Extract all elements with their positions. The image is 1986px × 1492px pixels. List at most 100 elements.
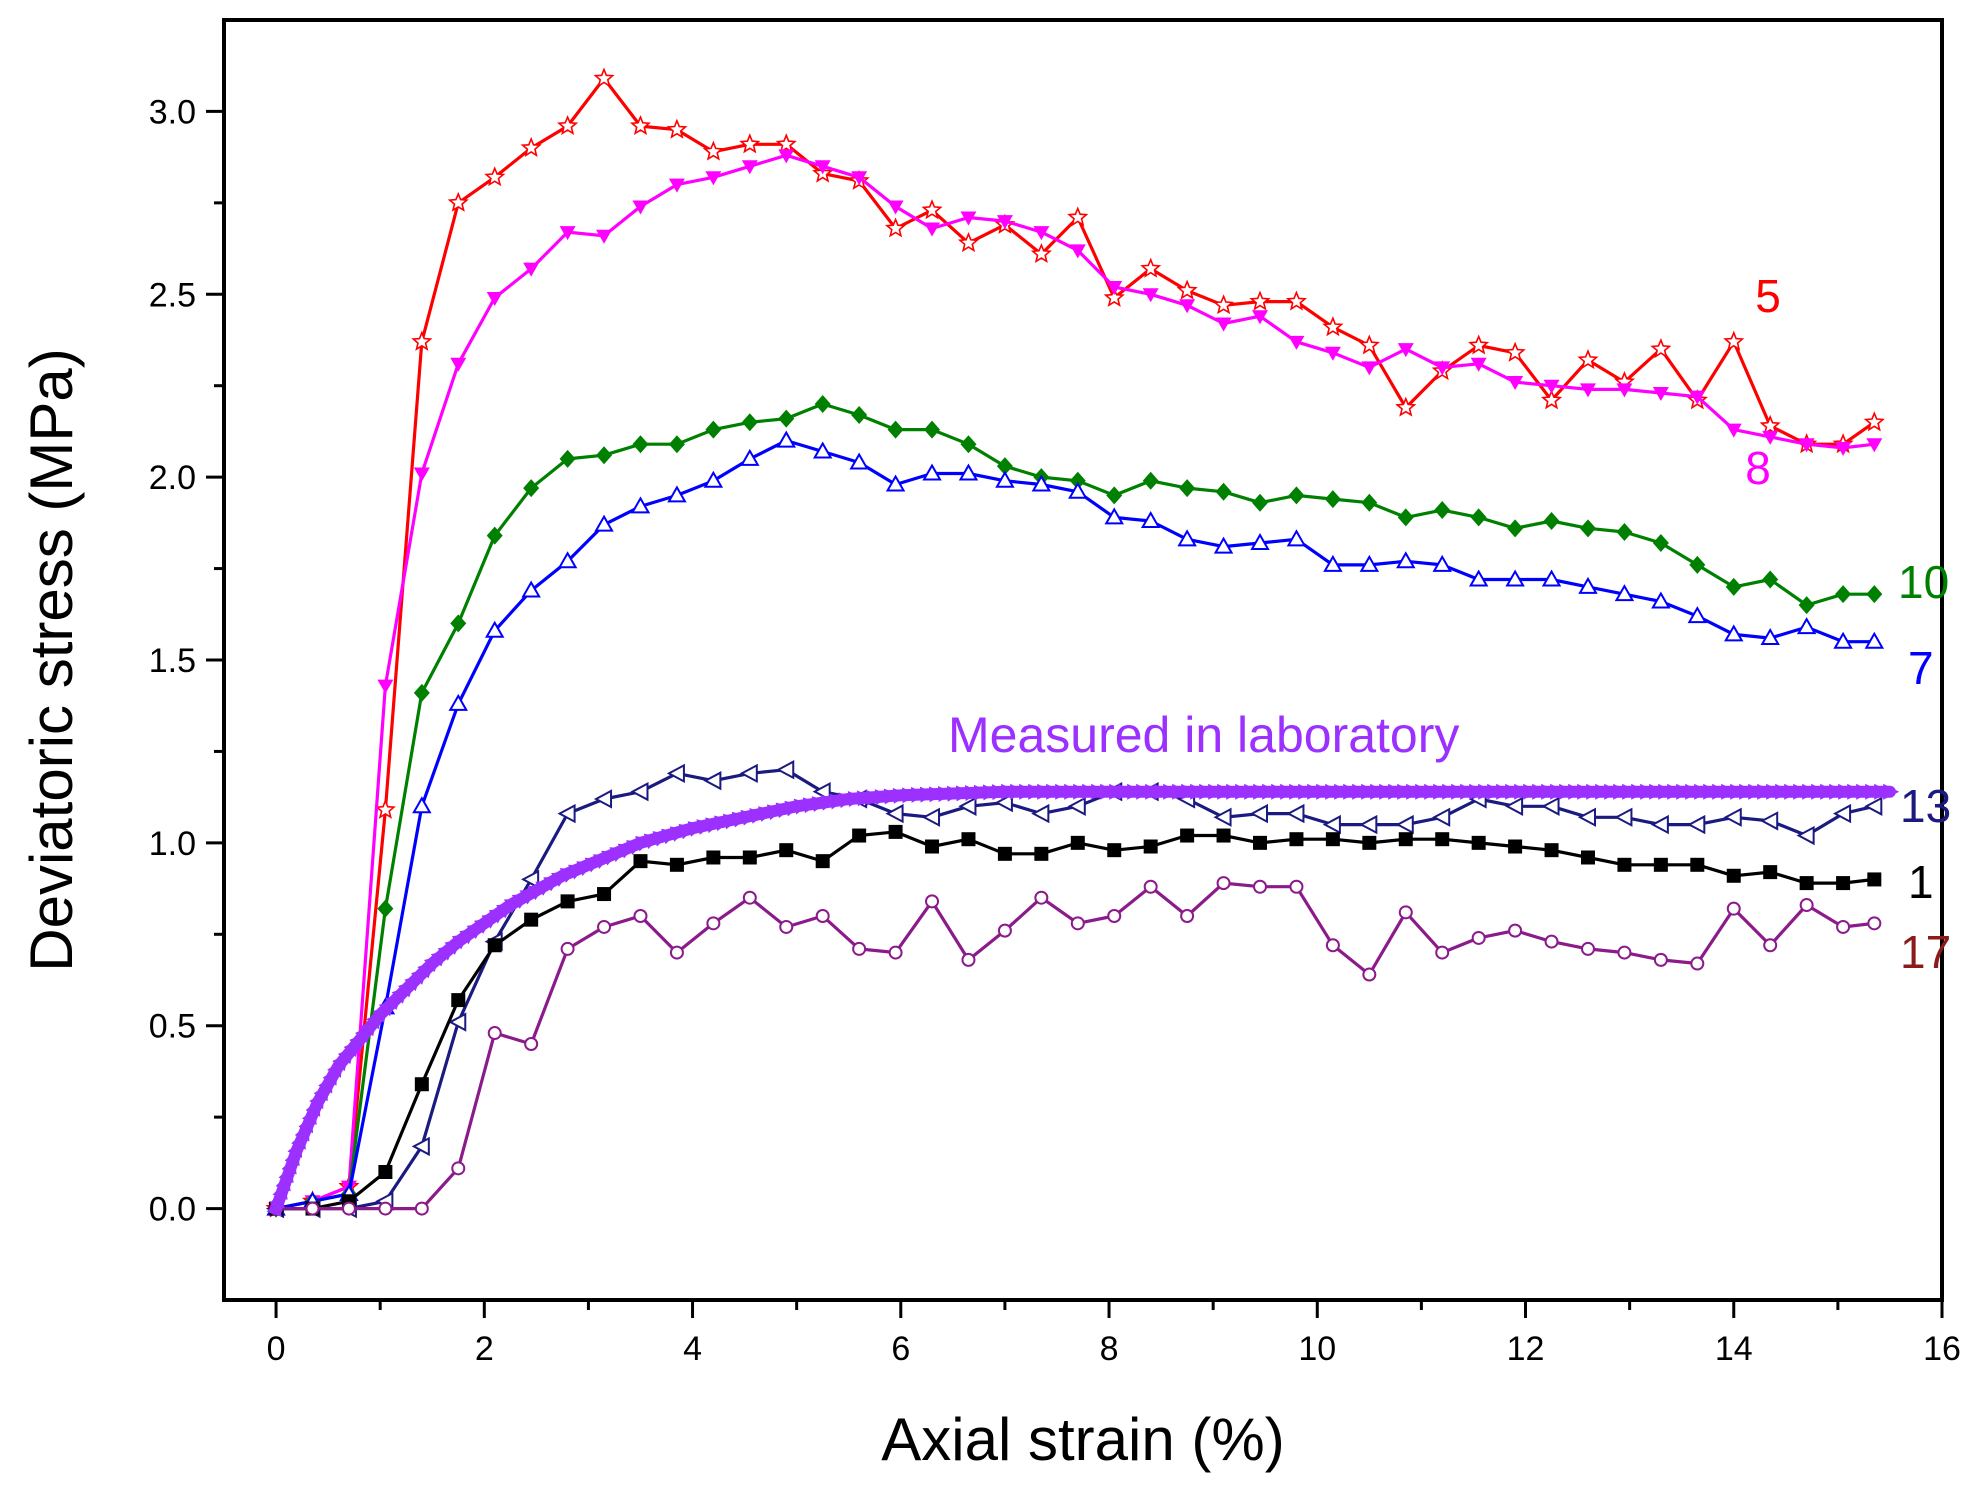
data-point-8 [1725,423,1742,438]
data-point-8 [887,200,904,215]
data-point-17 [1034,890,1049,905]
data-point-5 [1212,294,1235,315]
data-point-1 [1253,835,1268,850]
data-point-7 [1796,617,1817,635]
measured-marker [1766,783,1783,800]
y-tick-label: 2.5 [149,276,196,314]
data-point-17 [633,909,648,923]
series-label-10: 10 [1898,556,1949,608]
data-point-8 [1616,383,1633,398]
measured-marker [1190,783,1207,800]
measured-marker [820,794,838,811]
data-point-8 [1762,430,1779,445]
data-point-10 [778,409,795,428]
measured-marker [982,784,1000,801]
measured-marker [856,790,874,807]
data-point-1 [669,857,684,872]
measured-marker [1532,783,1549,800]
measured-marker [1064,783,1081,800]
measured-marker [947,785,964,802]
data-point-8 [559,226,576,241]
data-point-7 [1104,507,1124,525]
data-point-10 [668,435,685,454]
data-point-13 [1322,814,1341,835]
data-point-1 [597,887,612,902]
data-point-8 [1361,361,1378,376]
data-point-17 [815,909,830,923]
x-tick-label: 10 [1298,1330,1336,1368]
data-point-17 [1653,952,1668,967]
measured-marker [1370,783,1387,800]
data-point-7 [1505,569,1525,587]
data-point-17 [1836,919,1851,934]
data-point-10 [1142,471,1159,490]
data-point-8 [1507,376,1524,391]
data-point-5 [374,798,396,819]
data-point-5 [1322,316,1344,337]
data-point-8 [1866,438,1883,453]
data-point-7 [484,620,505,638]
measured-marker [1469,783,1486,800]
measured-marker [1181,783,1198,800]
data-point-17 [1690,956,1705,971]
series-line-1 [276,830,1875,1211]
data-point-5 [1030,243,1052,263]
data-point-1 [524,912,539,927]
data-point-8 [1179,299,1196,314]
measured-marker [1523,783,1540,800]
measured-marker [1307,783,1324,800]
data-point-1 [1289,832,1304,847]
data-point-5 [1358,334,1380,355]
data-point-7 [922,463,942,481]
data-point-7 [958,463,979,481]
series-line-8 [275,153,1875,1211]
data-point-17 [925,894,940,909]
measured-marker [1199,783,1216,800]
data-point-10 [596,446,613,465]
data-point-17 [487,1026,502,1041]
x-tick-label: 0 [267,1330,286,1368]
measured-marker [847,791,865,807]
x-tick-label: 2 [475,1330,494,1368]
data-point-17 [1544,934,1559,949]
data-point-17 [997,923,1012,938]
data-point-7 [1687,606,1708,624]
data-point-1 [997,846,1012,861]
measured-marker [1316,783,1333,800]
measured-marker [1001,783,1018,800]
data-point-17 [706,916,721,931]
data-point-17 [1107,909,1122,923]
data-point-8 [814,160,831,175]
measured-marker [1325,783,1342,800]
data-point-5 [1176,279,1198,300]
data-point-7 [1250,532,1270,550]
measured-marker [1208,783,1225,800]
data-point-5 [593,67,615,88]
data-point-8 [1434,361,1451,376]
data-point-13 [739,763,758,784]
data-point-8 [413,467,430,482]
data-point-7 [1396,551,1416,569]
data-point-10 [1324,490,1341,509]
measured-marker [1550,783,1567,800]
data-point-17 [524,1037,539,1051]
data-point-1 [1107,843,1122,858]
measured-marker [1163,783,1180,800]
measured-marker [1010,783,1027,800]
y-tick-label: 0.5 [149,1008,196,1046]
data-point-8 [924,222,941,237]
data-point-8 [523,262,540,277]
data-point-17 [961,952,976,967]
measured-marker [1757,783,1774,800]
data-point-8 [596,229,613,244]
x-tick-label: 14 [1715,1330,1753,1368]
data-point-8 [1069,244,1086,259]
data-point-13 [1286,803,1305,824]
measured-marker [1847,783,1864,800]
data-point-5 [1504,341,1526,362]
data-point-10 [1798,596,1815,615]
data-point-1 [1398,832,1413,847]
measured-marker [1865,783,1882,800]
data-point-5 [520,136,542,158]
data-point-10 [705,420,722,439]
